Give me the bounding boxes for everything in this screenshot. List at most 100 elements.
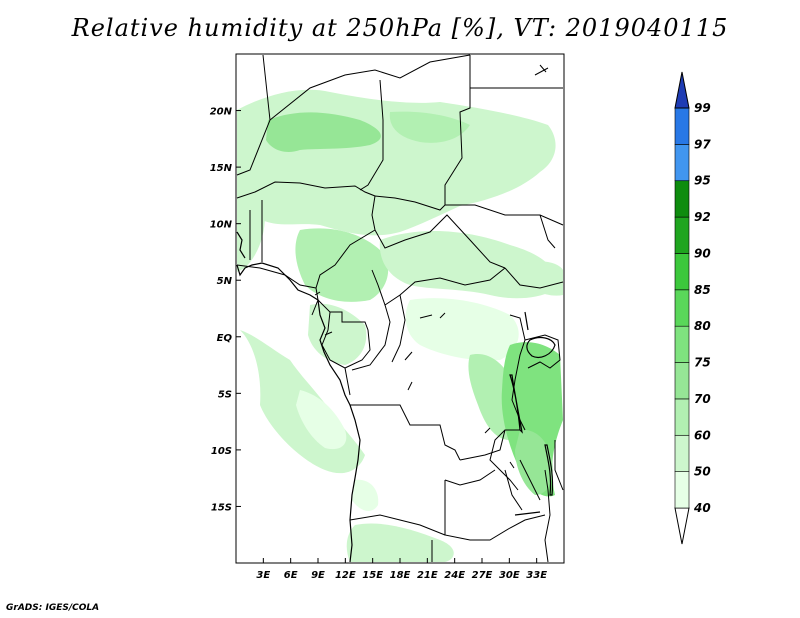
border-line bbox=[236, 54, 271, 176]
river-segment bbox=[484, 427, 491, 434]
border-line bbox=[445, 204, 564, 226]
river-segment bbox=[509, 461, 515, 469]
colorbar-segment bbox=[674, 325, 690, 363]
border-line bbox=[351, 304, 391, 371]
border-line bbox=[554, 440, 564, 491]
lon-tick-label: 27E bbox=[472, 570, 493, 581]
coastline-path bbox=[236, 231, 246, 259]
colorbar-segment bbox=[674, 216, 690, 254]
humidity-blob-south bbox=[346, 523, 454, 562]
colorbar-segment bbox=[674, 107, 690, 145]
colorbar-segment bbox=[674, 144, 690, 182]
border-line bbox=[444, 55, 471, 205]
grads-credit: GrADS: IGES/COLA bbox=[6, 603, 100, 613]
lat-tick-label: 5N bbox=[217, 276, 233, 287]
border-line bbox=[504, 267, 564, 289]
border-line bbox=[444, 469, 496, 486]
longitude-axis: 3E 6E 9E 12E 15E 18E 21E 24E 27E 30E 33E bbox=[256, 558, 547, 581]
river-segment bbox=[534, 67, 549, 76]
border-line bbox=[349, 514, 446, 536]
border-line bbox=[459, 429, 520, 461]
border-line bbox=[489, 429, 519, 491]
border-line bbox=[350, 404, 461, 461]
colorbar-label: 95 bbox=[694, 174, 711, 188]
humidity-blob-west-coast bbox=[237, 168, 266, 272]
lat-tick-label: 10S bbox=[211, 446, 232, 457]
border-line bbox=[391, 294, 406, 363]
lon-tick-label: 6E bbox=[284, 570, 298, 581]
humidity-shading bbox=[237, 89, 563, 562]
colorbar-high-extend bbox=[674, 71, 690, 109]
border-line bbox=[371, 267, 506, 306]
lon-tick-label: 12E bbox=[335, 570, 356, 581]
lat-tick-label: 5S bbox=[218, 389, 232, 400]
colorbar: 40 50 60 70 75 80 85 90 92 95 97 99 bbox=[674, 71, 711, 545]
lon-tick-label: 18E bbox=[390, 570, 411, 581]
lake-victoria bbox=[526, 336, 556, 358]
lon-tick-label: 21E bbox=[417, 570, 438, 581]
colorbar-label: 70 bbox=[694, 392, 711, 406]
colorbar-label: 90 bbox=[694, 246, 711, 260]
lat-tick-label: 15S bbox=[211, 502, 232, 513]
river-segment bbox=[539, 64, 547, 73]
river-segment bbox=[404, 351, 413, 361]
humidity-blob-cameroon bbox=[295, 228, 389, 302]
colorbar-segment bbox=[674, 398, 690, 436]
colorbar-label: 75 bbox=[694, 356, 711, 370]
latitude-axis: 20N 15N 10N 5N EQ 5S 10S 15S bbox=[210, 107, 241, 513]
river-segment bbox=[439, 312, 446, 319]
humidity-blob-car bbox=[379, 230, 556, 299]
colorbar-segment bbox=[674, 471, 690, 509]
colorbar-label: 50 bbox=[694, 465, 711, 479]
humidity-blob-sahel-inner bbox=[266, 112, 381, 152]
lon-tick-label: 15E bbox=[362, 570, 383, 581]
border-line bbox=[330, 311, 371, 369]
border-line bbox=[519, 459, 541, 501]
river-segment bbox=[407, 381, 413, 391]
rivers-scatter bbox=[314, 64, 549, 469]
colorbar-segment bbox=[674, 180, 690, 218]
colorbar-label: 60 bbox=[694, 428, 711, 442]
lake-tanganyika bbox=[509, 374, 523, 434]
colorbar-label: 85 bbox=[694, 283, 711, 297]
border-line bbox=[359, 79, 384, 191]
river-segment bbox=[324, 331, 333, 336]
coastline-path bbox=[236, 262, 361, 563]
humidity-blob-atlantic-south bbox=[296, 390, 347, 450]
lat-tick-label: 10N bbox=[210, 220, 233, 231]
border-line bbox=[524, 334, 561, 369]
border-line bbox=[374, 195, 446, 211]
coastline bbox=[236, 231, 361, 563]
humidity-blob-sahel bbox=[237, 89, 556, 236]
colorbar-segment bbox=[674, 289, 690, 327]
colorbar-low-extend bbox=[674, 507, 690, 545]
border-line bbox=[269, 54, 471, 121]
colorbar-segment bbox=[674, 362, 690, 400]
border-line bbox=[539, 214, 556, 249]
lakes bbox=[509, 311, 556, 516]
colorbar-segment bbox=[674, 434, 690, 472]
humidity-blob-malawi bbox=[515, 429, 553, 495]
humidity-blob-north-central bbox=[389, 111, 470, 143]
lon-tick-label: 9E bbox=[311, 570, 325, 581]
colorbar-label: 99 bbox=[694, 101, 711, 115]
lake-small bbox=[514, 511, 541, 516]
lon-tick-label: 24E bbox=[444, 570, 465, 581]
colorbar-label: 92 bbox=[694, 210, 711, 224]
lon-tick-label: 33E bbox=[526, 570, 547, 581]
colorbar-label: 80 bbox=[694, 319, 711, 333]
lat-tick-label: EQ bbox=[217, 333, 233, 344]
chart-title: Relative humidity at 250hPa [%], VT: 201… bbox=[71, 14, 729, 42]
border-line bbox=[504, 469, 523, 511]
lat-tick-label: 15N bbox=[210, 163, 233, 174]
colorbar-segment bbox=[674, 253, 690, 291]
border-line bbox=[544, 469, 551, 563]
lat-tick-label: 20N bbox=[210, 107, 233, 118]
lon-tick-label: 30E bbox=[499, 570, 520, 581]
lon-tick-label: 3E bbox=[256, 570, 270, 581]
humidity-blob-congo bbox=[405, 298, 519, 361]
border-line bbox=[374, 214, 506, 269]
colorbar-label: 40 bbox=[693, 501, 711, 515]
river-segment bbox=[314, 291, 321, 296]
humidity-blob-angola bbox=[352, 479, 379, 512]
